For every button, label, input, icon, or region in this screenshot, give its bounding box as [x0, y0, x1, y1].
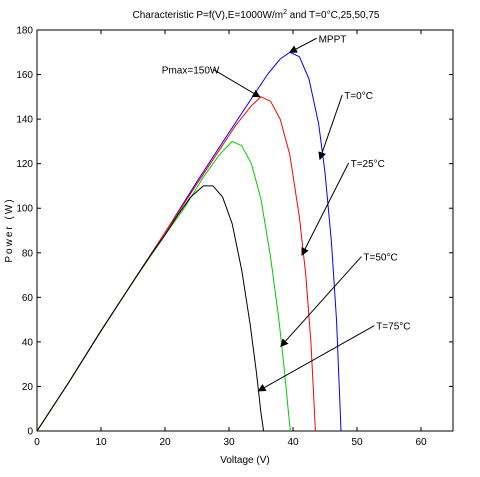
y-tick-label-3: 60 — [22, 293, 34, 304]
x-tick-label-5: 50 — [351, 437, 363, 448]
x-tick-label-4: 40 — [287, 437, 299, 448]
annotation-label-4: T=50°C — [363, 253, 397, 264]
y-tick-label-7: 140 — [16, 115, 33, 126]
y-tick-label-1: 20 — [22, 382, 34, 393]
annotation-arrow-4 — [280, 256, 362, 348]
annotation-label-5: T=75°C — [376, 322, 410, 333]
y-tick-label-5: 100 — [16, 204, 33, 215]
annotation-label-2: T=0°C — [344, 91, 373, 102]
x-tick-label-6: 60 — [415, 437, 427, 448]
annotation-label-0: MPPT — [319, 34, 347, 45]
axis-ticks: 0 10 20 30 40 50 60 0 20 40 60 80 100 120 140 160 180 — [16, 26, 453, 448]
annotation-arrow-5 — [257, 325, 375, 392]
x-tick-label-2: 20 — [159, 437, 171, 448]
x-tick-label-1: 10 — [95, 437, 107, 448]
series-layer — [36, 51, 342, 432]
y-tick-label-0: 0 — [27, 427, 33, 438]
y-tick-label-2: 40 — [22, 337, 34, 348]
annotations-layer: MPPT Pmax=150W T=0°C T=25°C T=50°C T=75°C — [162, 34, 410, 392]
y-tick-label-9: 180 — [16, 26, 33, 37]
annotation-label-1: Pmax=150W — [162, 65, 220, 76]
y-tick-label-8: 160 — [16, 70, 33, 81]
annotation-arrow-1 — [213, 69, 261, 98]
y-tick-label-6: 120 — [16, 159, 33, 170]
plot-frame — [36, 29, 454, 432]
x-tick-label-3: 30 — [223, 437, 235, 448]
y-tick-label-4: 80 — [22, 248, 34, 259]
series-line-3 — [36, 185, 265, 432]
annotation-label-3: T=25°C — [351, 159, 385, 170]
series-line-2 — [36, 140, 291, 432]
annotation-arrow-3 — [301, 162, 350, 256]
chart-title: Characteristic P=f(V),E=1000W/m2 and T=0… — [132, 9, 379, 21]
x-axis-label: Voltage (V) — [220, 455, 269, 466]
annotation-arrow-0 — [288, 37, 317, 53]
series-line-1 — [36, 96, 316, 432]
annotation-arrow-2 — [318, 94, 343, 161]
x-tick-label-0: 0 — [34, 437, 40, 448]
series-line-0 — [36, 51, 342, 432]
y-axis-label: Power (W) — [4, 197, 15, 262]
